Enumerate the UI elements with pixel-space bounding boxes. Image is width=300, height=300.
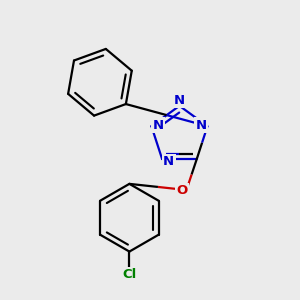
Text: N: N [174,94,185,107]
Text: Cl: Cl [122,268,136,281]
Text: N: N [152,118,164,131]
Text: N: N [163,155,174,168]
Text: N: N [195,118,206,131]
Text: O: O [176,184,188,197]
